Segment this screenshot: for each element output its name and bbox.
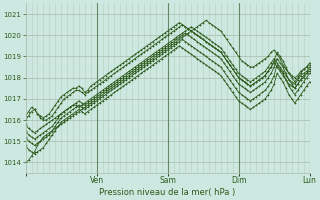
X-axis label: Pression niveau de la mer( hPa ): Pression niveau de la mer( hPa ) [100,188,236,197]
